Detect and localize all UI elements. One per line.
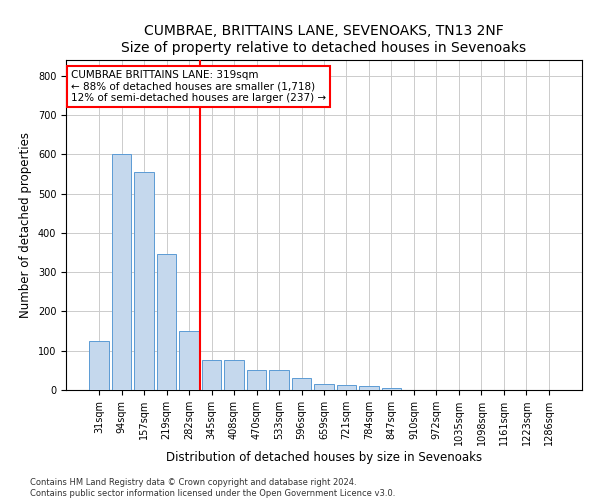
Bar bbox=[314, 384, 334, 390]
Bar bbox=[112, 154, 131, 390]
Bar bbox=[224, 360, 244, 390]
Bar bbox=[247, 370, 266, 390]
Bar bbox=[269, 370, 289, 390]
Text: Contains HM Land Registry data © Crown copyright and database right 2024.
Contai: Contains HM Land Registry data © Crown c… bbox=[30, 478, 395, 498]
Bar bbox=[382, 388, 401, 390]
X-axis label: Distribution of detached houses by size in Sevenoaks: Distribution of detached houses by size … bbox=[166, 451, 482, 464]
Bar bbox=[359, 386, 379, 390]
Bar bbox=[292, 378, 311, 390]
Bar bbox=[134, 172, 154, 390]
Y-axis label: Number of detached properties: Number of detached properties bbox=[19, 132, 32, 318]
Bar bbox=[157, 254, 176, 390]
Bar bbox=[337, 384, 356, 390]
Bar bbox=[202, 360, 221, 390]
Bar bbox=[89, 341, 109, 390]
Text: CUMBRAE BRITTAINS LANE: 319sqm
← 88% of detached houses are smaller (1,718)
12% : CUMBRAE BRITTAINS LANE: 319sqm ← 88% of … bbox=[71, 70, 326, 103]
Title: CUMBRAE, BRITTAINS LANE, SEVENOAKS, TN13 2NF
Size of property relative to detach: CUMBRAE, BRITTAINS LANE, SEVENOAKS, TN13… bbox=[121, 24, 527, 54]
Bar bbox=[179, 331, 199, 390]
